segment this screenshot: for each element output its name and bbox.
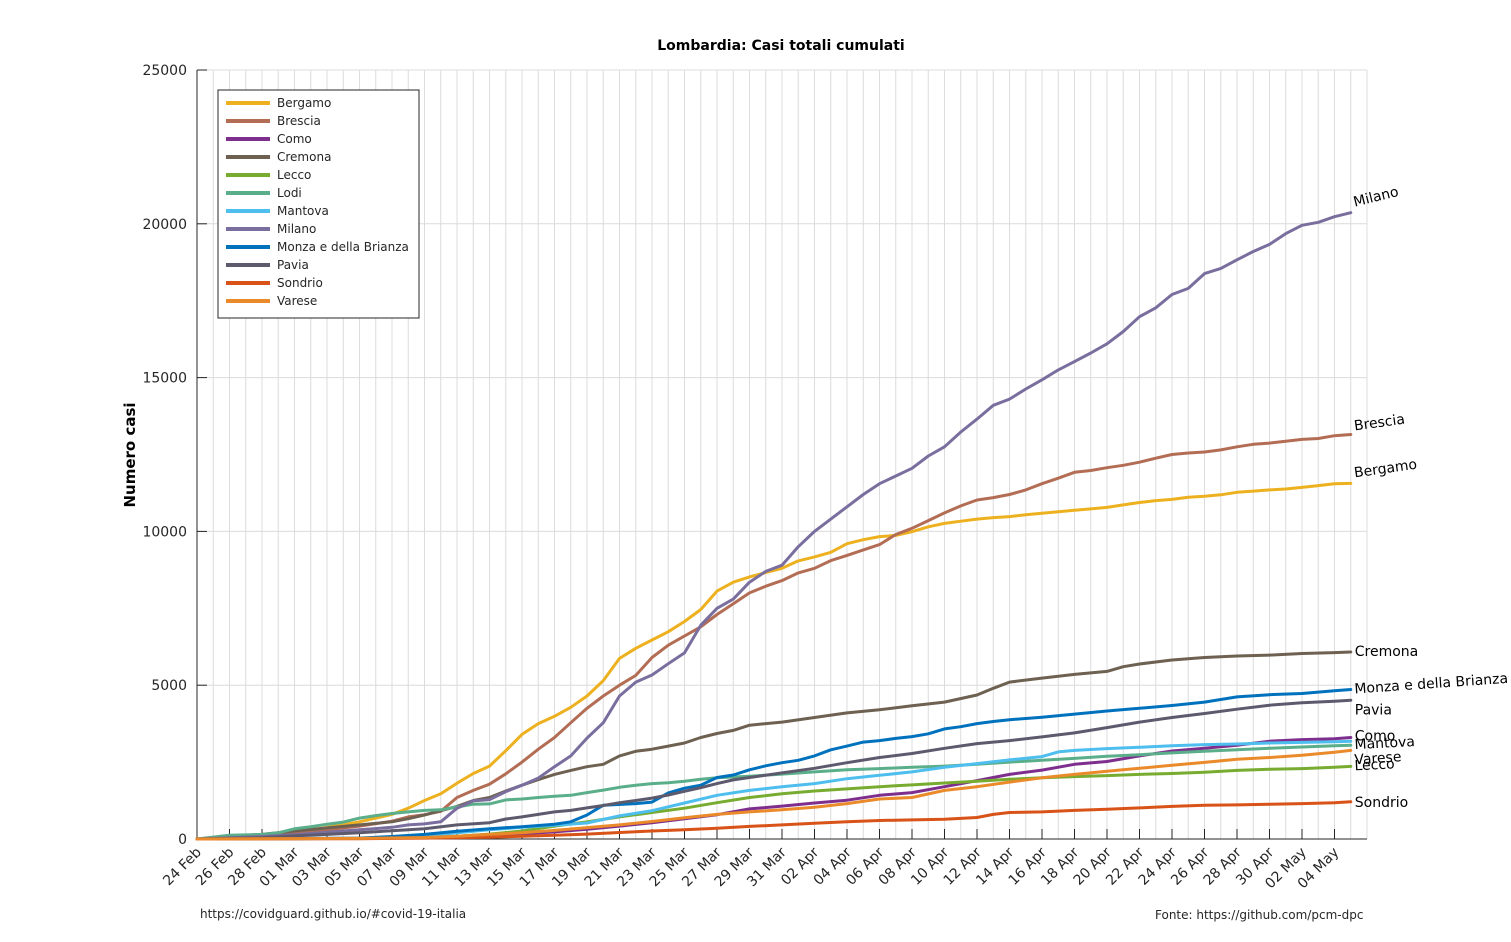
- legend-box: [217, 89, 420, 319]
- legend-entry: Pavia: [277, 258, 309, 272]
- series-line-varese: [195, 748, 1353, 841]
- series-line-bergamo: [195, 481, 1353, 841]
- series-end-label: Lecco: [1354, 756, 1395, 774]
- series-end-label: Varese: [1354, 749, 1402, 768]
- source-credit-right: Fonte: https://github.com/pcm-dpc: [1155, 908, 1363, 922]
- series-end-label: Como: [1355, 728, 1396, 744]
- series-line-sondrio: [195, 800, 1353, 841]
- source-url-left: https://covidguard.github.io/#covid-19-i…: [200, 907, 466, 921]
- series-lines: [195, 211, 1353, 841]
- legend-entry: Sondrio: [277, 276, 323, 290]
- legend-entry: Varese: [277, 294, 317, 308]
- series-line-milano: [195, 211, 1353, 841]
- series-end-label: Cremona: [1355, 644, 1419, 660]
- legend-entry: Bergamo: [277, 96, 331, 110]
- series-line-pavia: [195, 698, 1353, 841]
- series-end-label: Pavia: [1355, 702, 1392, 718]
- series-line-lecco: [195, 764, 1353, 841]
- legend-entry: Monza e della Brianza: [277, 240, 409, 254]
- legend-entry: Cremona: [277, 150, 331, 164]
- legend-entry: Milano: [277, 222, 316, 236]
- series-end-label: Monza e della Brianza: [1354, 671, 1509, 698]
- y-tick-label: 20000: [142, 217, 187, 233]
- chart-title: Lombardia: Casi totali cumulati: [657, 38, 904, 54]
- y-tick-label: 25000: [142, 63, 187, 79]
- legend-entry: Lodi: [277, 186, 302, 200]
- series-line-lodi: [195, 743, 1353, 841]
- y-tick-label: 10000: [142, 524, 187, 540]
- series-end-label: Mantova: [1354, 734, 1415, 753]
- series-end-label: Bergamo: [1353, 457, 1418, 482]
- series-line-cremona: [195, 650, 1353, 841]
- series-end-label: Brescia: [1353, 412, 1406, 435]
- y-axis-label: Numero casi: [121, 402, 139, 507]
- series-end-label: Sondrio: [1355, 795, 1408, 811]
- y-tick-label: 0: [178, 832, 187, 848]
- legend-entry: Brescia: [277, 114, 321, 128]
- legend-entry: Mantova: [277, 204, 329, 218]
- series-end-label: Milano: [1352, 184, 1400, 211]
- legend-entry: Como: [277, 132, 312, 146]
- legend: Bergamo Brescia Como Cremona Lecco Lodi Mantov…: [217, 89, 420, 319]
- y-tick-label: 5000: [151, 678, 187, 694]
- series-line-brescia: [195, 433, 1353, 841]
- series-line-monza-e-della-brianza: [195, 688, 1353, 841]
- legend-entry: Lecco: [277, 168, 311, 182]
- end-labels: Bergamo Brescia Como Cremona Lecco Mantova Mil…: [1352, 184, 1509, 811]
- y-tick-label: 15000: [142, 371, 187, 387]
